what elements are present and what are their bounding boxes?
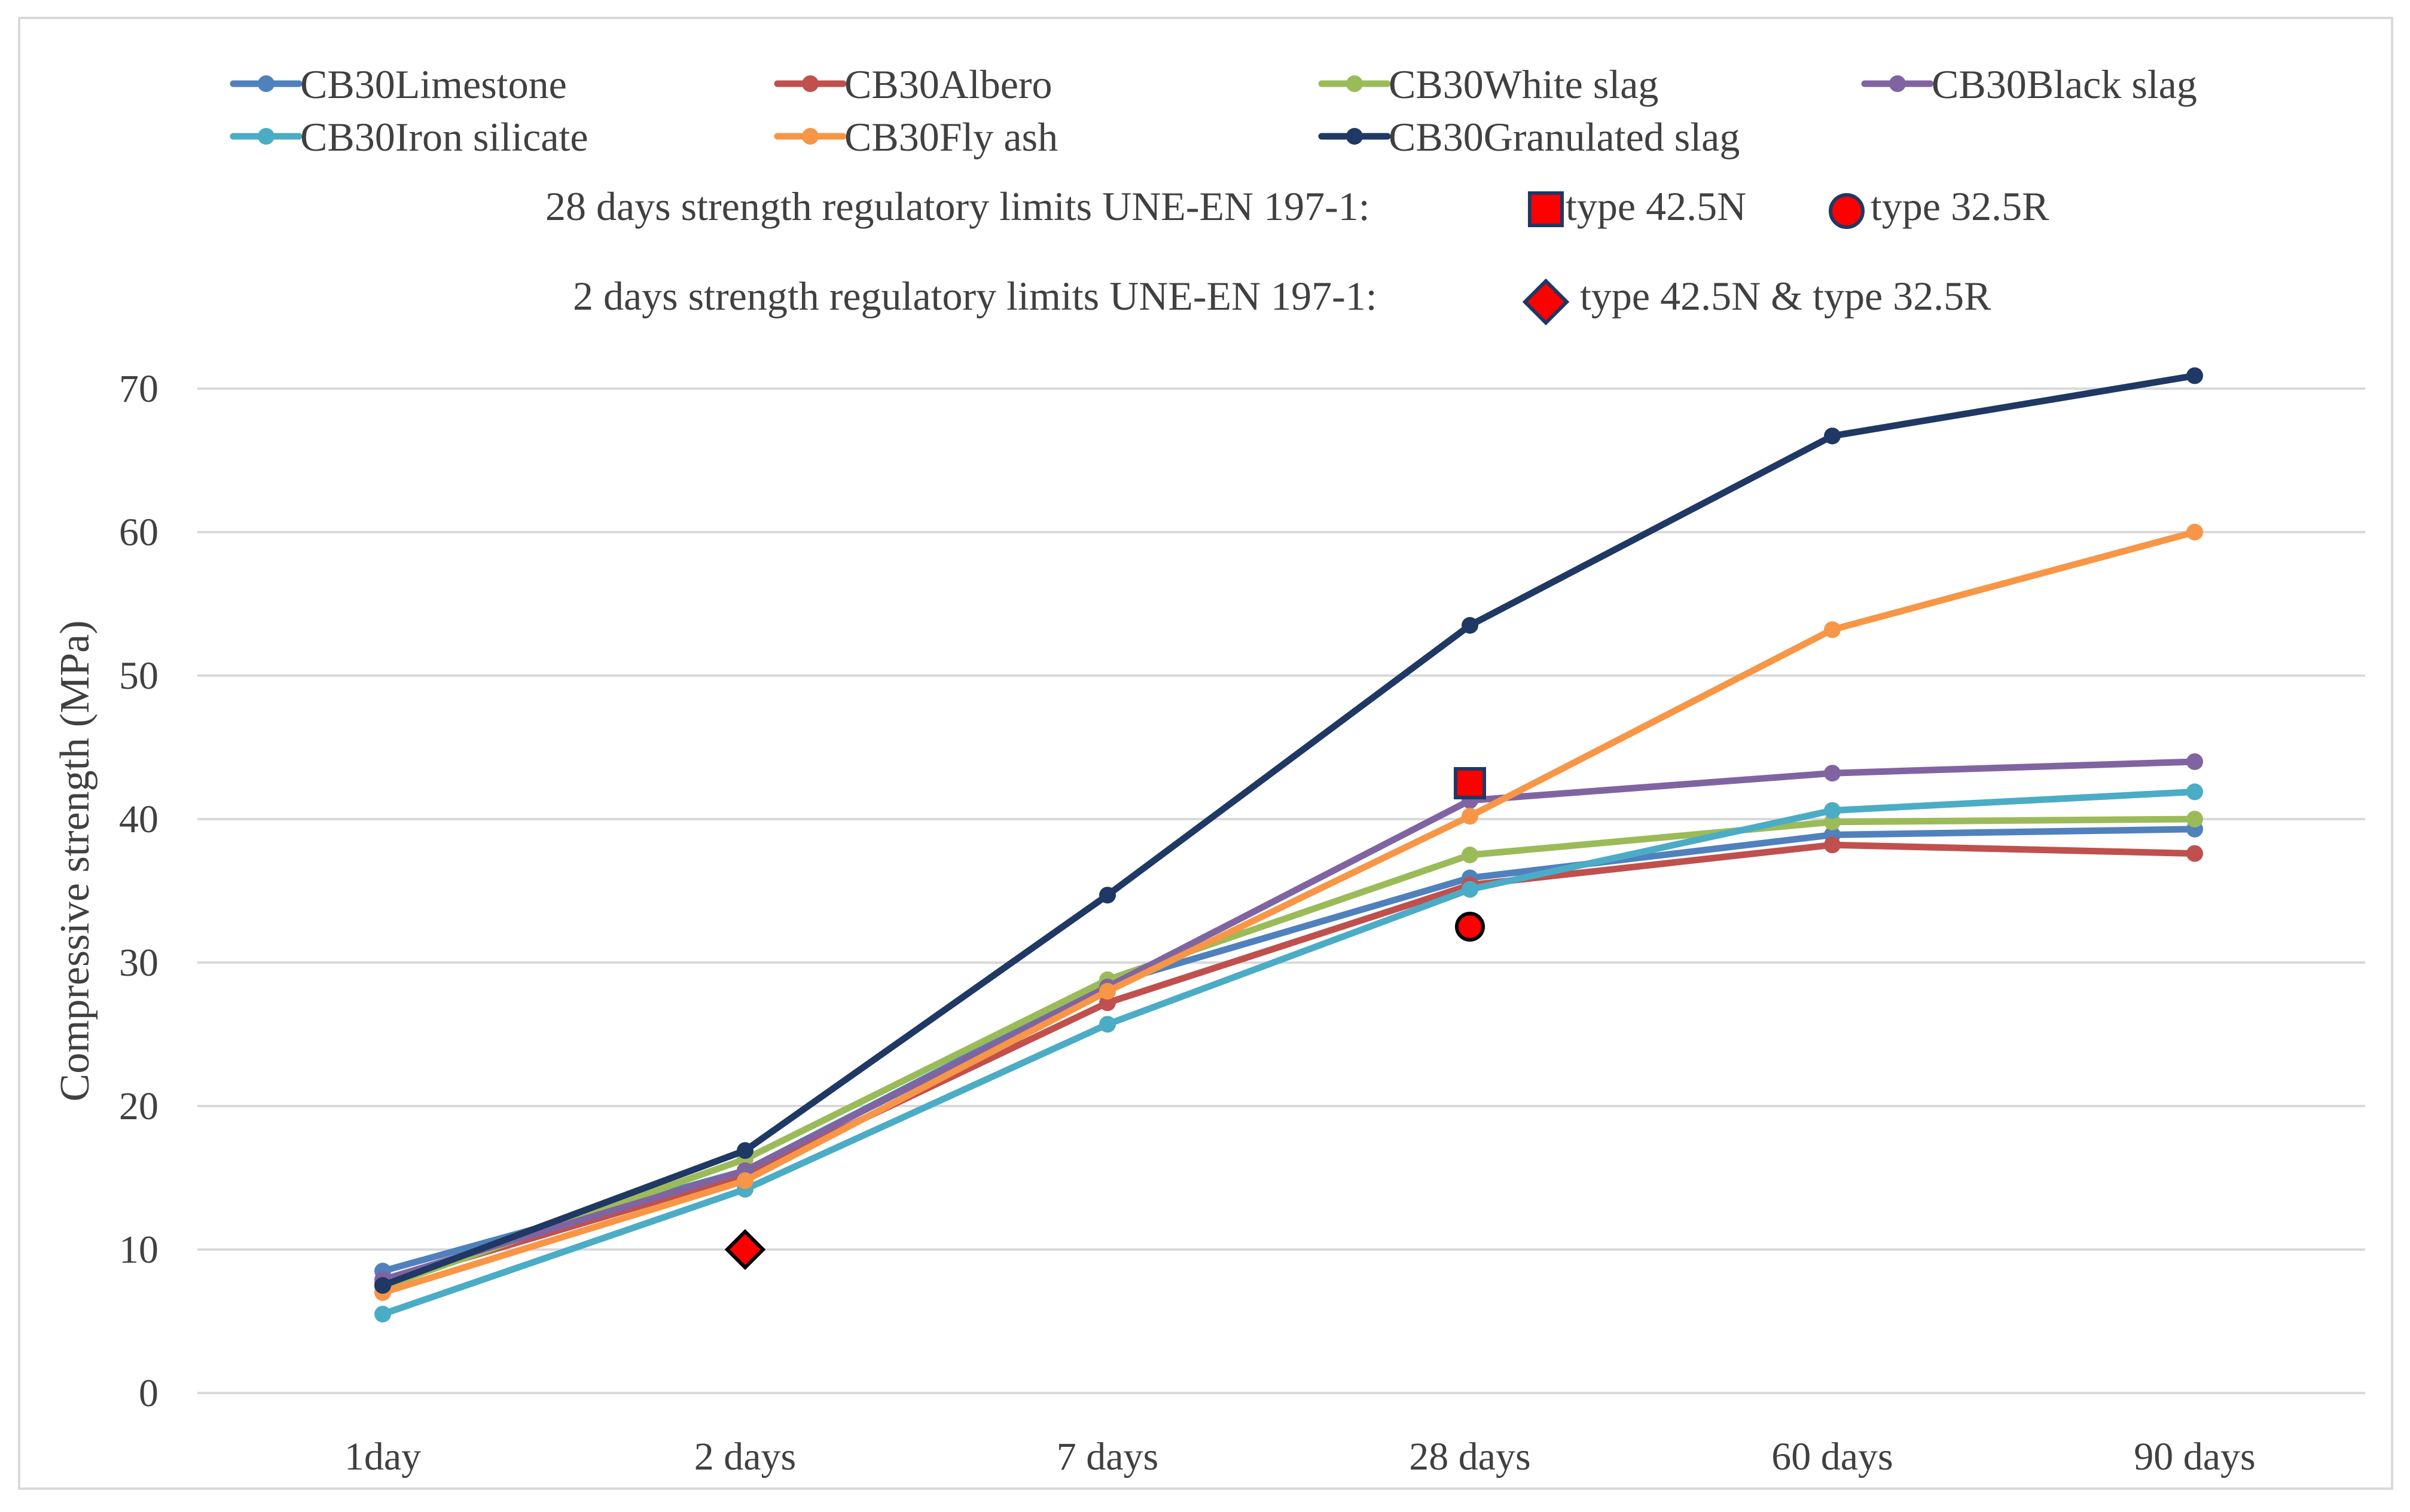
data-point [2186,845,2203,862]
data-point [1462,617,1478,634]
series-cb30granulated-slag [374,367,2203,1294]
data-point [374,1277,391,1294]
limits-28-days-text: 28 days strength regulatory limits UNE-E… [545,184,1370,229]
data-point [2186,524,2203,540]
y-axis-title: Compressive strength (MPa) [52,621,98,1102]
limit-square-legend-icon [1528,191,1564,227]
x-tick-label: 90 days [2134,1435,2255,1479]
legend-label: CB30Fly ash [844,114,1058,160]
data-point [2186,753,2203,770]
legend-item: CB30White slag [1318,62,1658,107]
legend-point-icon [1889,75,1906,92]
data-point [1824,427,1841,445]
data-point [1824,621,1841,639]
data-point [1824,802,1841,819]
limit-diamond-legend-label: type 42.5N & type 32.5R [1580,273,1991,319]
legend-label: CB30Black slag [1932,62,2197,107]
series-line [379,372,2198,1289]
legend-item: CB30Limestone [230,62,567,107]
legend-item: CB30Iron silicate [230,114,588,160]
data-point [1099,994,1116,1012]
series-line [379,529,2198,1296]
legend-point-icon [1346,75,1363,92]
limits-2-days-text: 2 days strength regulatory limits UNE-EN… [573,273,1377,319]
y-tick-label: 70 [119,367,158,411]
x-axis-ticks: 1day 2 days 7 days 28 days 60 days 90 days [344,1435,2256,1479]
series-cb30white-slag [374,811,2203,1296]
x-tick-label: 7 days [1057,1435,1158,1479]
limit-marker-circle [1455,912,1485,942]
legend-point-icon [258,128,274,145]
y-tick-label: 20 [119,1085,158,1128]
data-point [737,1142,753,1159]
limit-circle-legend-label: type 32.5R [1871,184,2049,229]
data-point [1824,813,1841,830]
gridlines [197,387,2365,1394]
legend-point-icon [1346,128,1363,145]
limit-circle-legend-icon [1829,193,1865,229]
data-point [737,1172,753,1189]
legend-label: CB30Granulated slag [1389,114,1740,160]
limit-square-legend-label: type 42.5N [1566,184,1746,229]
data-point [1824,836,1841,854]
legend-point-icon [802,75,819,92]
data-point [374,1306,391,1322]
y-tick-label: 40 [119,798,158,841]
data-point [1099,887,1116,904]
y-tick-label: 60 [119,511,158,554]
data-point [1462,847,1478,863]
legend-item: CB30Granulated slag [1318,114,1740,160]
y-tick-label: 10 [119,1228,158,1272]
series-line [379,788,2198,1318]
y-tick-label: 0 [139,1372,158,1415]
chart-border [18,17,2393,1490]
limit-marker-diamond [724,1229,766,1270]
data-point [1099,1016,1116,1033]
regulatory-limit-markers [724,767,1486,1270]
limit-marker-square [1454,767,1486,799]
y-tick-label: 50 [119,654,158,698]
legend-label: CB30Iron silicate [300,114,588,160]
limit-diamond-legend-icon [1522,278,1570,326]
legend-item: CB30Fly ash [774,114,1058,160]
legend-item: CB30Albero [774,62,1053,107]
legend: CB30Limestone CB30Albero CB30White slag CB3… [230,62,2197,160]
legend-label: CB30White slag [1389,62,1658,107]
series-line [379,815,2198,1290]
data-point [2186,783,2203,801]
data-point [2186,367,2203,384]
x-tick-label: 2 days [694,1435,796,1479]
data-point [2186,811,2203,827]
data-point [1099,983,1116,1000]
data-point [1462,808,1478,825]
legend-point-icon [802,128,819,145]
data-point [1462,881,1478,898]
series-line [379,758,2198,1283]
data-point [1824,765,1841,782]
regulatory-limits-legend: 28 days strength regulatory limits UNE-E… [545,184,2049,326]
legend-item: CB30Black slag [1861,62,2197,107]
legend-label: CB30Limestone [300,62,567,107]
y-tick-label: 30 [119,941,158,985]
legend-label: CB30Albero [844,62,1053,107]
legend-point-icon [258,75,274,92]
x-tick-label: 60 days [1771,1435,1893,1479]
series-line [379,841,2198,1286]
x-tick-label: 1day [344,1435,421,1479]
y-axis-ticks: 0 10 20 30 40 50 60 70 [119,367,158,1415]
series-cb30iron-silicate [374,783,2203,1322]
series-lines [374,367,2203,1322]
x-tick-label: 28 days [1409,1435,1530,1479]
